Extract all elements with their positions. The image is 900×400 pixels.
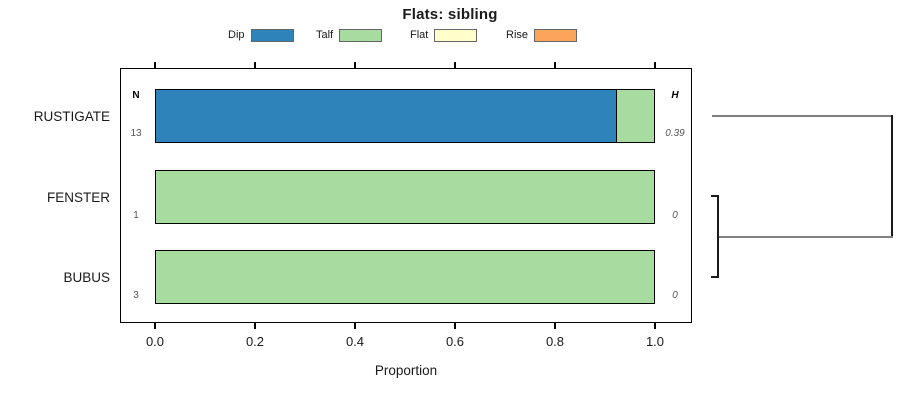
bar-segment-dip — [156, 90, 616, 142]
row-label-bubus: BUBUS — [63, 270, 110, 285]
row-label-fenster: FENSTER — [46, 190, 110, 205]
n-value-fenster: 1 — [133, 210, 139, 221]
axis-tick-label: 0.8 — [545, 334, 565, 349]
legend-label-dip: Dip — [228, 29, 245, 41]
legend-item-talf: Talf — [316, 26, 383, 44]
legend-swatch-rise — [534, 28, 578, 42]
h-column-header: H — [671, 90, 679, 101]
legend-label-flat: Flat — [410, 29, 429, 41]
bar-bubus — [155, 250, 655, 304]
axis-tick-top — [154, 62, 156, 68]
legend-label-talf: Talf — [316, 29, 334, 41]
axis-tick-top — [654, 62, 656, 68]
axis-tick-label: 0.4 — [345, 334, 365, 349]
h-value-bubus: 0 — [672, 290, 678, 301]
axis-tick-top — [254, 62, 256, 68]
x-axis-title: Proportion — [374, 363, 438, 378]
dendrogram-bracket-tick-fenster — [711, 195, 719, 197]
legend-item-flat: Flat — [410, 26, 478, 44]
row-label-rustigate: RUSTIGATE — [33, 109, 110, 124]
chart-title: Flats: sibling — [402, 6, 498, 23]
legend-item-dip: Dip — [228, 26, 294, 44]
legend-swatch-dip — [250, 28, 294, 42]
legend-swatch-talf — [339, 28, 383, 42]
legend-swatch-flat — [434, 28, 478, 42]
axis-tick-label: 0.6 — [445, 334, 465, 349]
axis-tick-top — [454, 62, 456, 68]
bar-rustigate — [155, 89, 655, 143]
axis-tick-top — [554, 62, 556, 68]
bar-fenster — [155, 170, 655, 224]
bar-segment-talf — [156, 251, 654, 303]
h-value-rustigate: 0.39 — [665, 128, 685, 139]
axis-tick-label: 0.0 — [145, 334, 165, 349]
axis-tick-bottom — [654, 323, 656, 329]
axis-tick-top — [354, 62, 356, 68]
dendrogram-root-vertical — [891, 115, 893, 238]
h-value-fenster: 0 — [672, 210, 678, 221]
axis-tick-bottom — [554, 323, 556, 329]
dendrogram-link-rustigate — [712, 115, 893, 117]
dendrogram-bracket-tick-bubus — [711, 276, 719, 278]
axis-tick-bottom — [254, 323, 256, 329]
n-value-bubus: 3 — [133, 290, 139, 301]
axis-tick-bottom — [354, 323, 356, 329]
n-column-header: N — [132, 90, 140, 101]
axis-tick-label: 1.0 — [645, 334, 665, 349]
axis-tick-bottom — [154, 323, 156, 329]
legend-item-rise: Rise — [506, 26, 578, 44]
axis-tick-label: 0.2 — [245, 334, 265, 349]
bar-segment-talf — [615, 90, 654, 142]
legend-label-rise: Rise — [506, 29, 529, 41]
dendrogram-link-cluster — [718, 236, 893, 238]
dendrogram-bracket-vertical — [717, 195, 719, 278]
n-value-rustigate: 13 — [130, 128, 142, 139]
axis-tick-bottom — [454, 323, 456, 329]
bar-segment-talf — [156, 171, 654, 223]
